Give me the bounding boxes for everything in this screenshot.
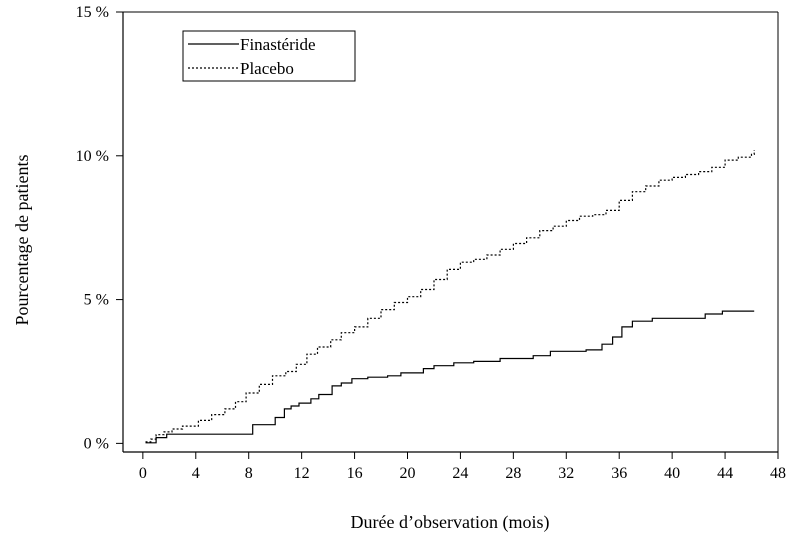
y-tick-label: 15 %: [76, 4, 109, 21]
legend: Finastéride Placebo: [182, 30, 356, 82]
x-tick-label: 20: [399, 465, 415, 482]
x-tick-label: 32: [558, 465, 574, 482]
x-tick-label: 16: [347, 465, 363, 482]
legend-label-finasteride: Finastéride: [240, 35, 316, 54]
x-tick-label: 40: [664, 465, 680, 482]
series-layer: [145, 150, 755, 444]
y-axis-title: Pourcentage de patients: [12, 155, 32, 326]
x-tick-label: 44: [717, 465, 733, 482]
series-line-finasteride: [145, 310, 755, 444]
legend-label-placebo: Placebo: [240, 59, 294, 78]
legend-box: [182, 30, 356, 82]
y-tick-label: 0 %: [84, 435, 109, 452]
x-ticks: 0 4 8 12 16 20 24 28 32 36 40 44 48: [139, 452, 786, 482]
plot-frame: [122, 11, 779, 453]
x-tick-label: 12: [294, 465, 310, 482]
y-ticks: 0 % 5 % 10 % 15 %: [76, 4, 123, 452]
x-tick-label: 8: [245, 465, 253, 482]
y-tick-label: 5 %: [84, 292, 109, 309]
x-tick-label: 24: [452, 465, 468, 482]
x-tick-label: 0: [139, 465, 147, 482]
x-tick-label: 36: [611, 465, 627, 482]
x-tick-label: 48: [770, 465, 786, 482]
y-tick-label: 10 %: [76, 148, 109, 165]
series-line-placebo: [145, 150, 755, 443]
x-axis-title: Durée d’observation (mois): [351, 512, 550, 533]
x-tick-label: 28: [505, 465, 521, 482]
x-tick-label: 4: [192, 465, 200, 482]
